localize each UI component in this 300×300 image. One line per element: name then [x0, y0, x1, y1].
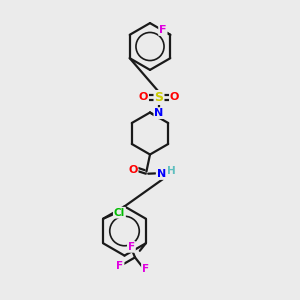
Text: O: O: [170, 92, 179, 103]
Text: Cl: Cl: [114, 208, 125, 218]
Text: F: F: [116, 261, 124, 271]
Text: F: F: [142, 264, 149, 274]
Text: F: F: [159, 25, 166, 35]
Text: O: O: [139, 92, 148, 103]
Text: N: N: [157, 169, 166, 179]
Text: H: H: [167, 166, 176, 176]
Text: O: O: [128, 165, 138, 175]
Text: N: N: [154, 108, 164, 118]
Text: F: F: [128, 242, 135, 252]
Text: S: S: [154, 91, 164, 104]
